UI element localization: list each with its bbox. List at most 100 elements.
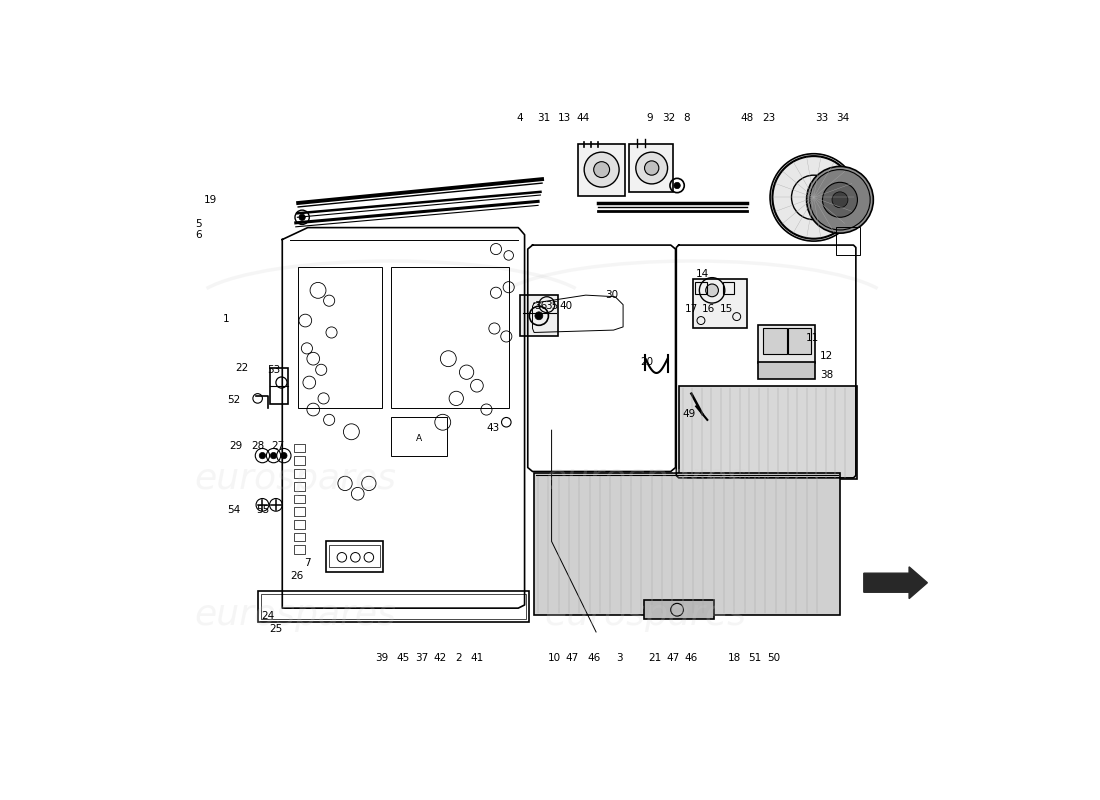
Text: 27: 27 bbox=[272, 441, 285, 451]
Circle shape bbox=[299, 214, 306, 221]
Circle shape bbox=[674, 182, 680, 189]
Text: 48: 48 bbox=[740, 113, 754, 123]
Text: 12: 12 bbox=[820, 351, 833, 362]
Text: 38: 38 bbox=[820, 370, 833, 379]
Bar bbox=[294, 457, 305, 465]
Circle shape bbox=[810, 170, 870, 230]
Text: 50: 50 bbox=[768, 653, 781, 663]
Text: 34: 34 bbox=[836, 113, 849, 123]
Text: 33: 33 bbox=[815, 113, 828, 123]
Text: 10: 10 bbox=[548, 653, 561, 663]
Text: 11: 11 bbox=[805, 333, 818, 343]
Text: 47: 47 bbox=[565, 653, 579, 663]
Circle shape bbox=[280, 453, 287, 458]
Bar bbox=[693, 279, 747, 329]
Text: 42: 42 bbox=[433, 653, 447, 663]
Text: 22: 22 bbox=[235, 363, 249, 374]
Circle shape bbox=[770, 154, 858, 241]
Text: 21: 21 bbox=[648, 653, 661, 663]
Bar bbox=[298, 266, 382, 408]
Text: 4: 4 bbox=[517, 113, 524, 123]
Circle shape bbox=[295, 210, 309, 225]
Bar bbox=[535, 473, 840, 614]
Text: 26: 26 bbox=[290, 571, 304, 582]
Polygon shape bbox=[864, 567, 927, 598]
Bar bbox=[257, 590, 529, 622]
Circle shape bbox=[706, 284, 718, 297]
Text: 28: 28 bbox=[251, 441, 264, 451]
Text: 37: 37 bbox=[415, 653, 428, 663]
Text: 1: 1 bbox=[222, 314, 229, 324]
Text: 25: 25 bbox=[270, 624, 283, 634]
Text: 47: 47 bbox=[667, 653, 680, 663]
Bar bbox=[629, 144, 673, 192]
Bar bbox=[294, 482, 305, 490]
Text: eurospares: eurospares bbox=[544, 462, 746, 497]
Text: 36: 36 bbox=[534, 302, 547, 311]
Circle shape bbox=[584, 152, 619, 187]
Text: 17: 17 bbox=[685, 304, 698, 314]
Text: eurospares: eurospares bbox=[195, 462, 397, 497]
Bar bbox=[392, 418, 447, 456]
Text: 3: 3 bbox=[617, 653, 624, 663]
Bar bbox=[294, 469, 305, 478]
Text: 44: 44 bbox=[576, 113, 590, 123]
Text: 20: 20 bbox=[640, 357, 653, 367]
Text: 32: 32 bbox=[662, 113, 675, 123]
Bar bbox=[271, 368, 288, 404]
Bar bbox=[294, 444, 305, 453]
Circle shape bbox=[535, 312, 543, 320]
Bar bbox=[763, 329, 786, 354]
Text: 46: 46 bbox=[685, 653, 698, 663]
Bar bbox=[294, 533, 305, 542]
Text: 23: 23 bbox=[762, 113, 776, 123]
Text: 55: 55 bbox=[256, 505, 270, 514]
Text: eurospares: eurospares bbox=[544, 598, 746, 631]
Circle shape bbox=[594, 162, 609, 178]
Text: 45: 45 bbox=[396, 653, 409, 663]
Text: 49: 49 bbox=[682, 410, 695, 419]
Circle shape bbox=[636, 152, 668, 184]
Text: 19: 19 bbox=[204, 194, 217, 205]
Bar bbox=[578, 144, 626, 196]
Circle shape bbox=[645, 161, 659, 175]
Bar bbox=[294, 546, 305, 554]
Circle shape bbox=[276, 377, 287, 388]
Bar bbox=[294, 507, 305, 516]
Text: 41: 41 bbox=[471, 653, 484, 663]
Bar bbox=[294, 520, 305, 529]
Bar bbox=[694, 282, 707, 294]
Bar bbox=[644, 600, 714, 619]
Text: 15: 15 bbox=[719, 304, 733, 314]
Text: eurospares: eurospares bbox=[195, 598, 397, 631]
Text: 5: 5 bbox=[196, 218, 202, 229]
Text: 24: 24 bbox=[262, 611, 275, 621]
Bar bbox=[758, 362, 815, 379]
Text: 18: 18 bbox=[728, 653, 741, 663]
Bar bbox=[392, 266, 508, 408]
Circle shape bbox=[260, 453, 265, 458]
Text: A: A bbox=[416, 434, 422, 442]
Text: 8: 8 bbox=[683, 113, 690, 123]
Text: 31: 31 bbox=[537, 113, 550, 123]
Text: 14: 14 bbox=[696, 270, 710, 279]
Text: 39: 39 bbox=[375, 653, 388, 663]
Circle shape bbox=[806, 166, 873, 233]
Text: 40: 40 bbox=[559, 302, 572, 311]
Bar bbox=[789, 329, 811, 354]
Text: 7: 7 bbox=[305, 558, 311, 568]
Bar bbox=[326, 542, 383, 571]
Bar bbox=[261, 594, 526, 619]
Text: 35: 35 bbox=[544, 302, 558, 311]
Text: 29: 29 bbox=[230, 441, 243, 451]
Bar bbox=[679, 386, 858, 479]
Text: 54: 54 bbox=[228, 505, 241, 514]
Text: 52: 52 bbox=[228, 395, 241, 405]
Text: 43: 43 bbox=[486, 423, 499, 433]
Bar bbox=[836, 227, 860, 254]
Bar bbox=[681, 478, 759, 500]
Text: 46: 46 bbox=[587, 653, 601, 663]
Bar bbox=[723, 282, 735, 294]
Text: 16: 16 bbox=[702, 304, 715, 314]
Text: 6: 6 bbox=[196, 230, 202, 240]
